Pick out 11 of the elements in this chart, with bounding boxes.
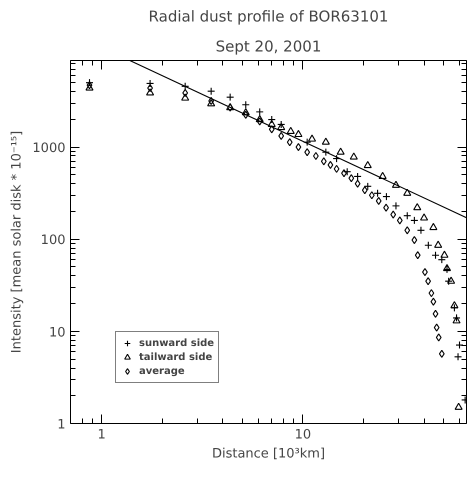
chart-subtitle: Sept 20, 2001: [216, 38, 322, 56]
legend-label: tailward side: [139, 350, 212, 364]
y-tick-label: 100: [40, 233, 66, 248]
legend-label: sunward side: [139, 336, 214, 350]
y-tick-label: 10: [48, 325, 66, 340]
x-axis-title: Distance [10³km]: [212, 446, 326, 462]
y-tick-label: 1: [57, 418, 66, 432]
legend-label: average: [139, 364, 185, 378]
y-tick-label: 1000: [32, 141, 66, 156]
y-axis-title: Intensity [mean solar disk * 10⁻¹⁵]: [9, 130, 24, 354]
chart-title: Radial dust profile of BOR63101: [148, 8, 388, 26]
